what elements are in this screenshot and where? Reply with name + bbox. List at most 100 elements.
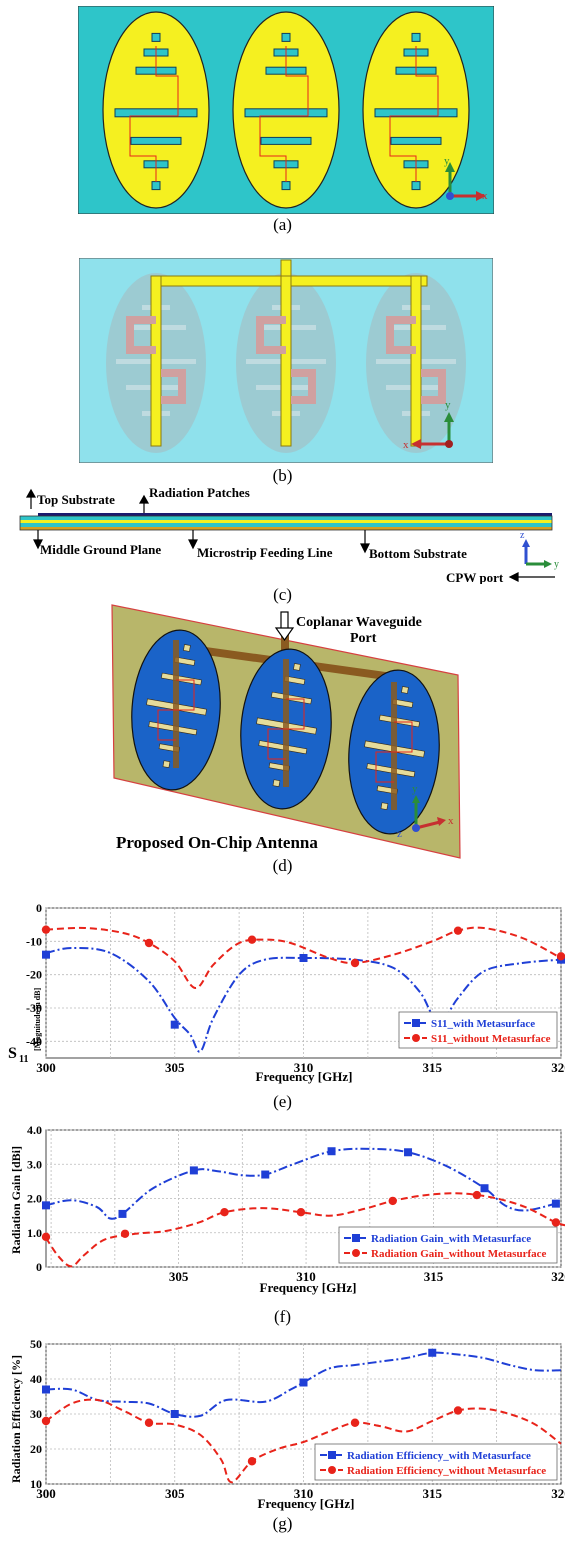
axis-x-label-d: x	[448, 815, 454, 827]
callout-arrows	[25, 488, 555, 582]
feed-trace-a	[259, 46, 309, 182]
x-tick-label: 305	[169, 1269, 189, 1284]
y-tick-label: 3.0	[27, 1157, 42, 1171]
slot-a	[130, 136, 182, 145]
slots-d	[146, 640, 425, 810]
chart-g-legend: Radiation Efficiency_with Metasurface Rad…	[314, 1443, 558, 1481]
chart-f-gain: 305 310 315 320 4.0 3.0 2.0 1.0 0 Radiation Gain…	[9, 1123, 565, 1295]
caption-a: (a)	[273, 215, 292, 234]
chart-e-ylabel-rest: [Magnitude in dB]	[33, 988, 42, 1051]
series-1-marker	[453, 1406, 463, 1415]
y-tick-label: -30	[26, 1001, 42, 1015]
feed-trace-d	[375, 721, 413, 783]
axis-x-label-b: x	[403, 439, 409, 451]
series-0-marker	[42, 950, 50, 959]
meander-upper	[386, 316, 416, 354]
axis-triad-a: y x	[444, 155, 488, 202]
y-tick-label: -10	[26, 934, 42, 948]
series-0-marker	[189, 1166, 198, 1175]
y-tick-label: 50	[30, 1337, 42, 1351]
legend-marker	[412, 1034, 420, 1042]
slot-a	[260, 136, 312, 145]
axis-z-label-d: z	[397, 828, 402, 840]
label-microstrip-feeding-line: Microstrip Feeding Line	[197, 545, 333, 560]
slot-a	[151, 32, 161, 42]
slot-a	[114, 108, 198, 118]
x-tick-label: 315	[424, 1269, 444, 1284]
slot-a	[374, 108, 458, 118]
series-0-marker	[404, 1148, 413, 1157]
feed-trace-d	[157, 679, 195, 741]
axis-triad-c: z y	[520, 530, 559, 570]
series-1-marker	[551, 1218, 561, 1227]
series-1-marker	[453, 926, 463, 935]
caption-d: (d)	[272, 856, 293, 875]
series-0-marker	[42, 1201, 50, 1210]
x-tick-label: 310	[294, 1486, 314, 1501]
port-arrow	[274, 611, 295, 642]
antenna-title: Proposed On-Chip Antenna	[116, 833, 318, 852]
legend-box	[314, 1443, 558, 1481]
series-0-marker	[170, 1020, 179, 1029]
layer-stack	[19, 513, 553, 531]
series-line-0	[45, 1351, 562, 1418]
slot-a	[411, 181, 421, 191]
chart-f-ylabel: Radiation Gain [dBi]	[9, 1146, 23, 1254]
y-tick-label: 0	[36, 901, 42, 915]
meander-upper	[256, 316, 286, 354]
series-line-1	[45, 1192, 565, 1268]
panel-a-top-view: y x	[78, 6, 494, 214]
x-tick-label: 300	[36, 1486, 56, 1501]
feed-trace-a	[389, 46, 439, 182]
legend-label: Radiation Efficiency_without Metasurface	[347, 1465, 546, 1477]
axis-x-label-a: x	[482, 190, 488, 202]
legend-label: Radiation Gain_with Metasurface	[371, 1233, 531, 1245]
feed-d	[173, 640, 179, 768]
x-tick-label: 310	[294, 1060, 314, 1075]
label-top-substrate: Top Substrate	[37, 492, 115, 507]
axis-y-label-a: y	[444, 155, 450, 167]
slot-a	[281, 181, 291, 191]
caption-g: (g)	[272, 1514, 293, 1533]
feed-d	[391, 682, 397, 810]
x-tick-label: 315	[423, 1486, 443, 1501]
series-0-marker	[551, 1199, 560, 1208]
label-bottom-substrate: Bottom Substrate	[369, 546, 467, 561]
series-line-0	[45, 946, 562, 1053]
axis-y-label-c: y	[554, 559, 559, 570]
series-0-marker	[170, 1410, 179, 1418]
series-1-marker	[472, 1190, 482, 1200]
series-1-marker	[120, 1229, 130, 1238]
series-0-marker	[428, 1348, 437, 1357]
slot-d	[160, 672, 202, 686]
series-1-marker	[296, 1208, 306, 1217]
series-0-marker	[327, 1147, 336, 1156]
series-0-marker	[299, 1378, 308, 1387]
slot-a	[390, 136, 442, 145]
chart-g-efficiency: 300 305 310 315 320 50 40 30 20 10 Radiation Effi…	[9, 1337, 565, 1511]
chart-e-s11: 300 305 310 315 320 0 -10 -20 -30 -40 S 11 [Magni…	[8, 901, 565, 1084]
x-tick-label: 320	[551, 1486, 565, 1501]
y-tick-label: 20	[30, 1442, 42, 1456]
panel-c-side-view: Top Substrate Radiation Patches Middle G…	[19, 485, 559, 584]
slots-a	[114, 32, 458, 191]
series-1-marker	[144, 938, 154, 948]
y-tick-label: -20	[26, 968, 42, 982]
meander-lines-b	[126, 316, 446, 404]
series-0-marker	[261, 1170, 270, 1179]
label-cpw-port: CPW port	[446, 570, 504, 584]
legend-label: S11_with Metasurface	[431, 1018, 535, 1030]
legend-marker	[328, 1451, 336, 1459]
series-0-marker	[480, 1184, 489, 1193]
axis-y-label-b: y	[445, 399, 451, 411]
legend-label: Radiation Efficiency_with Metasurface	[347, 1450, 531, 1462]
y-tick-label: 1.0	[27, 1226, 42, 1240]
chart-g-xlabel: Frequency [GHz]	[258, 1496, 355, 1511]
legend-label: Radiation Gain_without Metasurface	[371, 1248, 547, 1260]
slot-d	[183, 644, 191, 652]
caption-b: (b)	[272, 466, 293, 485]
series-1-marker	[247, 1457, 257, 1466]
label-middle-ground-plane: Middle Ground Plane	[40, 542, 161, 557]
series-1-marker	[41, 925, 51, 934]
slot-a	[151, 181, 161, 191]
